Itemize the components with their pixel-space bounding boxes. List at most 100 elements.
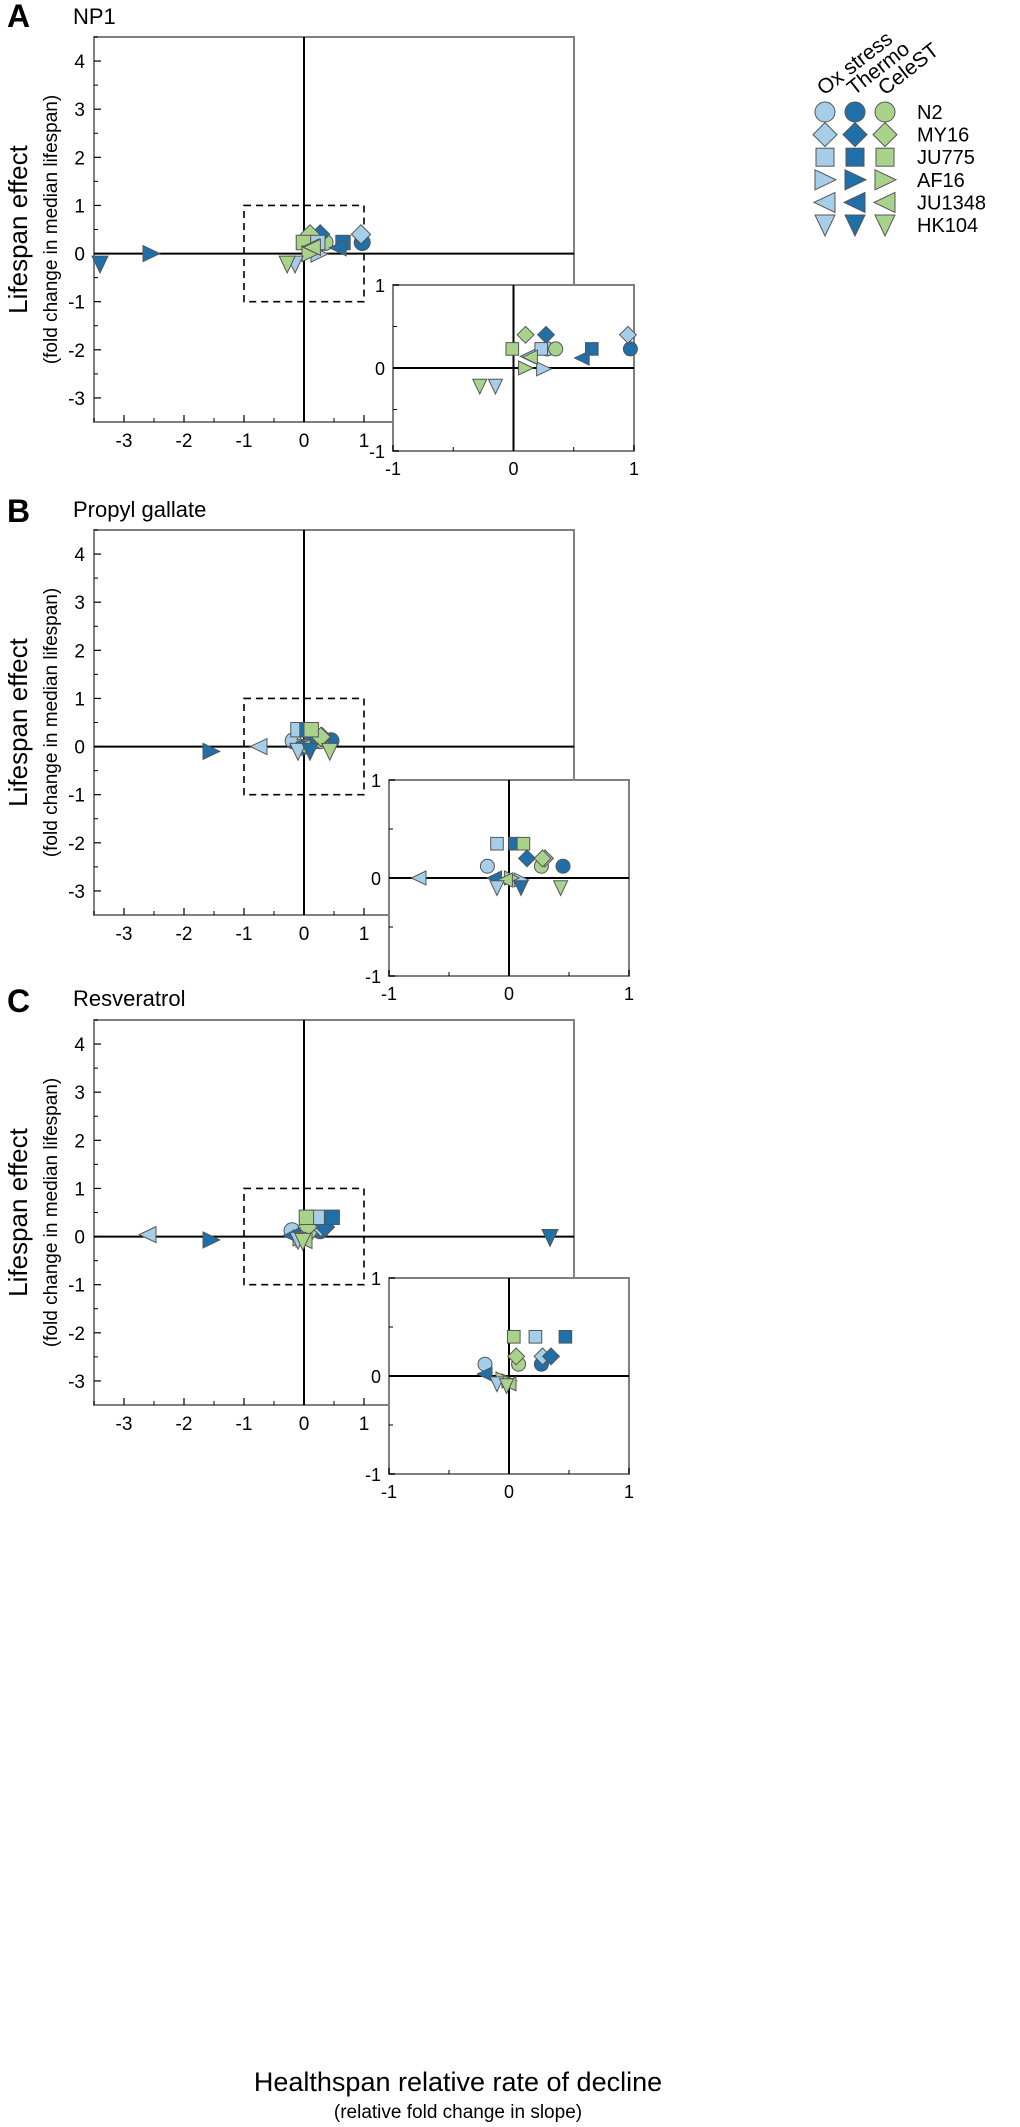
x-tick-label: 1	[359, 1414, 370, 1435]
inset-x-tick-label: -1	[381, 1482, 397, 1502]
y-axis-sublabel: (fold change in median lifespan)	[41, 1078, 62, 1347]
x-tick-label: -3	[116, 924, 133, 945]
point-ju775-thermo	[324, 1209, 340, 1226]
x-axis-sublabel: (relative fold change in slope)	[334, 2102, 582, 2123]
inset-point-ju775-ox-stress	[490, 836, 504, 851]
y-tick-label: 1	[74, 689, 85, 710]
inset-y-tick-label: 1	[371, 771, 381, 791]
legend-marker-my16-thermo	[842, 121, 868, 148]
legend-marker-my16-celest	[872, 121, 898, 148]
y-tick-label: 3	[74, 593, 85, 614]
inset-point-hk104-celest	[471, 378, 488, 396]
y-axis-sublabel: (fold change in median lifespan)	[41, 588, 62, 857]
y-tick-label: 3	[74, 100, 85, 121]
inset-point-my16-thermo	[541, 1347, 561, 1366]
inset-x-tick-label: 0	[504, 1482, 514, 1502]
legend-marker-af16-celest	[874, 169, 898, 191]
legend-strain-label: N2	[917, 102, 943, 124]
inset-y-tick-label: 0	[375, 359, 385, 379]
point-hk104-celest	[278, 255, 296, 275]
inset-point-ju1348-ox-stress	[410, 870, 427, 886]
legend-marker-hk104-ox-stress	[814, 214, 836, 238]
point-ju1348-ox-stress	[138, 1225, 157, 1244]
x-tick-label: -2	[176, 1414, 193, 1435]
legend-marker-n2-thermo	[844, 101, 866, 123]
legend-marker-ju1348-celest	[872, 191, 896, 214]
inset-x-tick-label: 1	[624, 984, 634, 1004]
zoom-box	[243, 1187, 365, 1286]
inset-point-hk104-thermo	[513, 880, 529, 897]
point-hk104-celest	[294, 1232, 312, 1252]
zoom-box	[243, 204, 365, 303]
legend-strain-label: JU775	[917, 147, 975, 169]
inset-plot: 1 0 -1-1 0 1	[365, 1269, 634, 1502]
panel-letter: A	[7, 0, 30, 34]
y-tick-label: -1	[68, 1276, 85, 1297]
legend-marker-af16-thermo	[844, 169, 868, 191]
point-ju1348-ox-stress	[249, 737, 268, 756]
y-tick-label: -3	[68, 389, 85, 410]
inset-y-tick-label: -1	[365, 1465, 381, 1485]
x-tick-label: -1	[236, 431, 253, 452]
point-af16-thermo	[142, 244, 161, 263]
inset-point-ju775-celest	[516, 836, 531, 851]
y-tick-label: 4	[74, 545, 85, 566]
x-tick-label: 1	[359, 924, 370, 945]
inset-y-tick-label: -1	[365, 967, 381, 987]
y-tick-label: 3	[74, 1083, 85, 1104]
point-hk104-ox-stress	[289, 742, 307, 762]
legend-strain-label: MY16	[917, 125, 969, 147]
inset-point-my16-ox-stress	[618, 325, 638, 344]
inset-y-tick-label: 0	[371, 869, 381, 889]
y-tick-label: 2	[74, 1131, 85, 1152]
inset-point-ju1348-thermo	[573, 350, 590, 366]
point-ju775-celest	[303, 722, 319, 738]
panel-title: Resveratrol	[73, 986, 185, 1011]
inset-x-tick-label: 0	[504, 984, 514, 1004]
legend: Ox stress Thermo CeleST N2MY16JU775AF16J…	[812, 27, 986, 238]
panel-b: B Propyl gallate 4 3 2 1 0 -1 -2 -3 -3 -2 -1 0 1 Lifesp…	[3, 493, 634, 1004]
legend-marker-af16-ox-stress	[814, 169, 838, 191]
y-tick-label: 0	[74, 1228, 85, 1249]
legend-marker-n2-celest	[874, 101, 896, 123]
y-tick-label: -2	[68, 834, 85, 855]
inset-y-tick-label: 0	[371, 1367, 381, 1387]
legend-marker-ju1348-thermo	[842, 191, 866, 214]
legend-marker-ju1348-ox-stress	[812, 191, 836, 214]
panel-a: A NP1 4 3 2 1 0 -1 -2 -3 -3 -2 -1 0 1 Lifespan effect (f…	[3, 0, 639, 479]
legend-strain-label: JU1348	[917, 192, 986, 214]
legend-marker-hk104-celest	[874, 214, 896, 238]
y-axis-label: Lifespan effect	[3, 1127, 33, 1296]
panel-title: NP1	[73, 4, 116, 29]
point-ju775-celest	[298, 1209, 315, 1226]
legend-marker-ju775-thermo	[845, 147, 865, 167]
legend-marker-ju775-ox-stress	[815, 147, 835, 167]
inset-point-my16-celest	[507, 1347, 526, 1366]
inset-point-af16-celest	[518, 360, 535, 376]
panel-c: C Resveratrol 4 3 2 1 0 -1 -2 -3 -3 -2 -1 0 1 Lifespan …	[3, 983, 634, 1502]
y-tick-label: -3	[68, 1372, 85, 1393]
y-tick-label: -2	[68, 341, 85, 362]
x-tick-label: 1	[359, 431, 370, 452]
x-tick-label: -3	[116, 431, 133, 452]
legend-marker-ju775-celest	[875, 147, 895, 167]
x-tick-label: 0	[299, 431, 310, 452]
inset-point-hk104-celest	[552, 880, 569, 897]
panel-letter: C	[7, 983, 30, 1019]
x-tick-label: 0	[299, 1414, 310, 1435]
inset-y-tick-label: 1	[375, 276, 385, 296]
y-axis-label: Lifespan effect	[3, 637, 33, 806]
y-tick-label: 2	[74, 641, 85, 662]
inset-x-tick-label: 1	[624, 1482, 634, 1502]
y-tick-label: 0	[74, 245, 85, 266]
inset-point-hk104-ox-stress	[489, 880, 505, 897]
inset-point-my16-celest	[533, 849, 552, 868]
y-tick-label: 4	[74, 52, 85, 73]
inset-point-n2-ox-stress	[479, 858, 495, 874]
point-af16-thermo	[202, 1231, 221, 1249]
x-tick-label: -3	[116, 1414, 133, 1435]
inset-point-af16-ox-stress	[536, 361, 553, 377]
y-tick-label: 1	[74, 1179, 85, 1200]
y-tick-label: 1	[74, 196, 85, 217]
y-tick-label: -1	[68, 786, 85, 807]
